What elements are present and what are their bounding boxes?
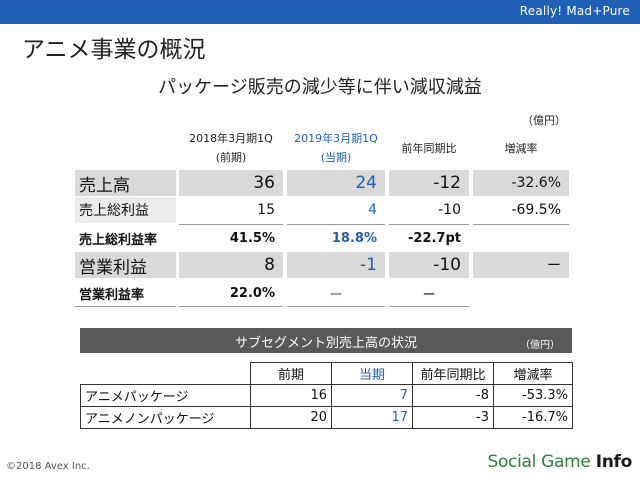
operating-income-yoy: -10 [389,252,469,278]
gross-profit-current: 4 [368,202,377,218]
operating-margin-yoy: ー [422,287,436,303]
row-label-operating-income: 営業利益 [75,252,176,278]
copyright-notice: ©2018 Avex Inc. [6,461,90,472]
segment-change-rate: -16.7% [493,406,573,429]
column-header-yoy: 前年同期比 [401,142,457,155]
column-header-current-period: 2019年3月期1Q [294,132,378,145]
subsegment-table: 前期 当期 前年同期比 増減率 アニメパッケージ 16 7 -8 -53.3% … [80,362,573,429]
divider [179,224,283,225]
column-header-change-rate: 増減率 [504,142,538,155]
divider [473,224,569,225]
operating-income-previous: 8 [179,252,283,278]
watermark-text-bold: Info [595,452,633,472]
gross-profit-yoy: -10 [438,202,461,218]
divider [287,306,385,307]
table-header-row: 前期 当期 前年同期比 増減率 [80,362,573,385]
divider [287,224,385,225]
watermark-logo: Social Game Info [487,452,632,472]
slide-subtitle: パッケージ販売の減少等に伴い減収減益 [158,77,482,98]
segment-name: アニメノンパッケージ [80,406,251,429]
divider [389,306,469,307]
gross-margin-current: 18.8% [331,230,377,246]
divider [179,306,283,307]
column-header-previous-tag: (前期) [215,151,247,164]
net-sales-current: 24 [287,170,385,196]
unit-label: （億円） [522,114,566,127]
column-header-current: 2019年3月期1Q (当期) [286,129,386,167]
segment-yoy: -8 [412,384,494,407]
segment-current: 7 [331,384,413,407]
table-row: アニメノンパッケージ 20 17 -3 -16.7% [80,406,573,429]
row-label-operating-margin: 営業利益率 [79,287,145,303]
subsegment-unit: （億円） [520,340,560,351]
net-sales-change-rate: -32.6% [473,170,569,196]
gross-profit-change-rate: -69.5% [511,202,561,218]
segment-yoy: -3 [412,406,494,429]
subsegment-header: サブセグメント別売上高の状況 （億円） [80,328,572,353]
gross-profit-previous: 15 [257,202,275,218]
row-label-gross-profit: 売上総利益 [75,197,176,223]
table-header-yoy: 前年同期比 [412,362,494,385]
column-header-previous: 2018年3月期1Q (前期) [178,129,284,167]
segment-change-rate: -53.3% [493,384,573,407]
column-header-current-tag: (当期) [320,151,352,164]
brand-tagline: Really! Mad+Pure [519,4,630,18]
page-title: アニメ事業の概況 [22,37,206,63]
row-label-gross-margin: 売上総利益率 [79,232,158,248]
net-sales-yoy: -12 [389,170,469,196]
operating-margin-current: ー [329,287,343,303]
net-sales-previous: 36 [179,170,283,196]
segment-previous: 20 [250,406,332,429]
table-header-previous: 前期 [250,362,332,385]
divider [389,224,469,225]
operating-income-change-rate: ー [473,252,569,278]
segment-previous: 16 [250,384,332,407]
watermark-text: Social Game [487,452,596,472]
column-header-previous-period: 2018年3月期1Q [189,132,273,145]
top-bar: Really! Mad+Pure [0,0,640,24]
subsegment-title: サブセグメント別売上高の状況 [234,336,417,351]
divider [75,306,176,307]
operating-income-current: -1 [287,252,385,278]
table-corner [80,362,251,385]
table-header-change-rate: 増減率 [493,362,573,385]
row-label-net-sales: 売上高 [75,170,176,196]
table-row: アニメパッケージ 16 7 -8 -53.3% [80,384,573,407]
table-header-current: 当期 [331,362,413,385]
gross-margin-previous: 41.5% [229,230,275,246]
operating-margin-previous: 22.0% [229,285,275,301]
segment-name: アニメパッケージ [80,384,251,407]
segment-current: 17 [331,406,413,429]
gross-margin-yoy: -22.7pt [408,230,461,246]
